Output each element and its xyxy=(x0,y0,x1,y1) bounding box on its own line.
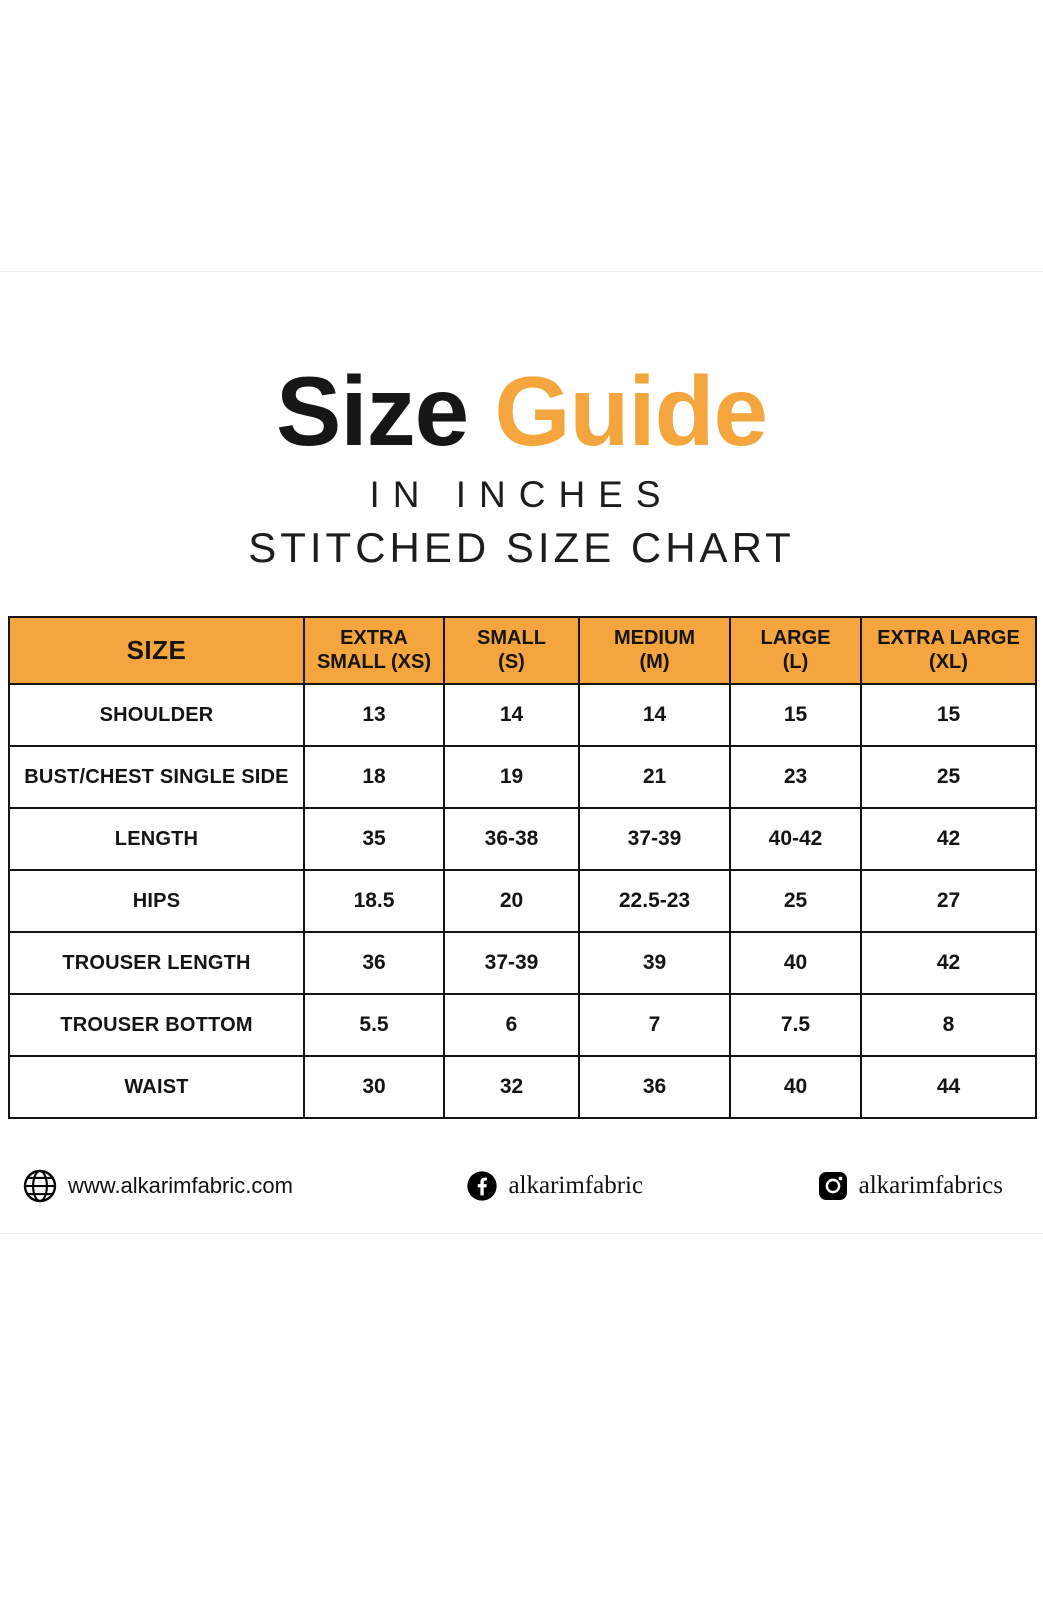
page-title: Size Guide xyxy=(0,361,1043,462)
table-row: SHOULDER 13 14 14 15 15 xyxy=(8,683,1037,747)
row-label: LENGTH xyxy=(8,807,305,871)
table-cell: 6 xyxy=(443,993,580,1057)
table-cell: 40 xyxy=(729,1055,862,1119)
size-chart-table-container: SIZE EXTRA SMALL (XS) SMALL (S) MEDIUM (… xyxy=(8,616,1037,1119)
table-cell: 37-39 xyxy=(443,931,580,995)
column-header-extra-large: EXTRA LARGE (XL) xyxy=(860,616,1037,685)
instagram-icon xyxy=(818,1172,847,1200)
table-cell: 40 xyxy=(729,931,862,995)
table-cell: 44 xyxy=(860,1055,1037,1119)
column-header-text: (L) xyxy=(782,650,809,673)
table-cell: 27 xyxy=(860,869,1037,933)
title-word-guide: Guide xyxy=(494,356,768,466)
table-cell: 22.5-23 xyxy=(578,869,731,933)
column-header-size: SIZE xyxy=(8,616,305,685)
column-header-text: SMALL (XS) xyxy=(316,650,432,673)
table-cell: 23 xyxy=(729,745,862,809)
table-cell: 36 xyxy=(578,1055,731,1119)
footer: www.alkarimfabric.com alkarimfabric alka… xyxy=(0,1156,1043,1216)
row-label: SHOULDER xyxy=(8,683,305,747)
title-word-size: Size xyxy=(275,356,469,466)
table-cell: 7 xyxy=(578,993,731,1057)
table-cell: 35 xyxy=(303,807,445,871)
table-cell: 14 xyxy=(443,683,580,747)
column-header-text: LARGE xyxy=(760,626,831,649)
table-cell: 36-38 xyxy=(443,807,580,871)
column-header-text: EXTRA xyxy=(340,626,408,649)
row-label: TROUSER BOTTOM xyxy=(8,993,305,1057)
website-contact: www.alkarimfabric.com xyxy=(22,1168,293,1204)
table-cell: 21 xyxy=(578,745,731,809)
table-cell: 39 xyxy=(578,931,731,995)
table-cell: 42 xyxy=(860,931,1037,995)
table-row: BUST/CHEST SINGLE SIDE 18 19 21 23 25 xyxy=(8,745,1037,809)
row-label: WAIST xyxy=(8,1055,305,1119)
column-header-extra-small: EXTRA SMALL (XS) xyxy=(303,616,445,685)
table-row: LENGTH 35 36-38 37-39 40-42 42 xyxy=(8,807,1037,871)
table-cell: 42 xyxy=(860,807,1037,871)
facebook-handle: alkarimfabric xyxy=(508,1172,644,1199)
table-cell: 19 xyxy=(443,745,580,809)
table-cell: 40-42 xyxy=(729,807,862,871)
table-cell: 20 xyxy=(443,869,580,933)
table-row: TROUSER BOTTOM 5.5 6 7 7.5 8 xyxy=(8,993,1037,1057)
table-cell: 30 xyxy=(303,1055,445,1119)
facebook-icon xyxy=(467,1171,498,1201)
row-label: BUST/CHEST SINGLE SIDE xyxy=(8,745,305,809)
top-divider xyxy=(0,271,1043,272)
table-cell: 18 xyxy=(303,745,445,809)
table-cell: 7.5 xyxy=(729,993,862,1057)
table-cell: 18.5 xyxy=(303,869,445,933)
table-row: TROUSER LENGTH 36 37-39 39 40 42 xyxy=(8,931,1037,995)
column-header-medium: MEDIUM (M) xyxy=(578,616,731,685)
table-cell: 14 xyxy=(578,683,731,747)
column-header-large: LARGE (L) xyxy=(729,616,862,685)
column-header-text: (S) xyxy=(498,650,525,673)
table-row: WAIST 30 32 36 40 44 xyxy=(8,1055,1037,1119)
website-url: www.alkarimfabric.com xyxy=(68,1173,293,1198)
table-cell: 15 xyxy=(860,683,1037,747)
table-cell: 5.5 xyxy=(303,993,445,1057)
column-header-text: SMALL xyxy=(477,626,546,649)
table-header-row: SIZE EXTRA SMALL (XS) SMALL (S) MEDIUM (… xyxy=(8,616,1037,685)
table-cell: 37-39 xyxy=(578,807,731,871)
instagram-handle: alkarimfabrics xyxy=(858,1172,1003,1199)
header-block: Size Guide IN INCHES STITCHED SIZE CHART xyxy=(0,361,1043,572)
column-header-small: SMALL (S) xyxy=(443,616,580,685)
table-cell: 36 xyxy=(303,931,445,995)
table-cell: 25 xyxy=(729,869,862,933)
table-cell: 15 xyxy=(729,683,862,747)
subtitle-stitched-size-chart: STITCHED SIZE CHART xyxy=(248,523,795,571)
table-cell: 25 xyxy=(860,745,1037,809)
globe-icon xyxy=(23,1169,57,1203)
column-header-text: EXTRA LARGE xyxy=(877,626,1020,649)
subtitle-in-inches: IN INCHES xyxy=(369,473,674,515)
column-header-text: MEDIUM xyxy=(613,626,696,649)
row-label: TROUSER LENGTH xyxy=(8,931,305,995)
table-cell: 8 xyxy=(860,993,1037,1057)
column-header-text: (XL) xyxy=(929,650,968,673)
table-cell: 32 xyxy=(443,1055,580,1119)
bottom-divider xyxy=(0,1233,1043,1234)
column-header-text: (M) xyxy=(639,650,670,673)
instagram-contact: alkarimfabrics xyxy=(817,1170,1003,1202)
row-label: HIPS xyxy=(8,869,305,933)
facebook-contact: alkarimfabric xyxy=(466,1170,643,1202)
column-header-text: SIZE xyxy=(126,635,187,666)
table-row: HIPS 18.5 20 22.5-23 25 27 xyxy=(8,869,1037,933)
size-chart-table: SIZE EXTRA SMALL (XS) SMALL (S) MEDIUM (… xyxy=(8,616,1037,1119)
table-cell: 13 xyxy=(303,683,445,747)
